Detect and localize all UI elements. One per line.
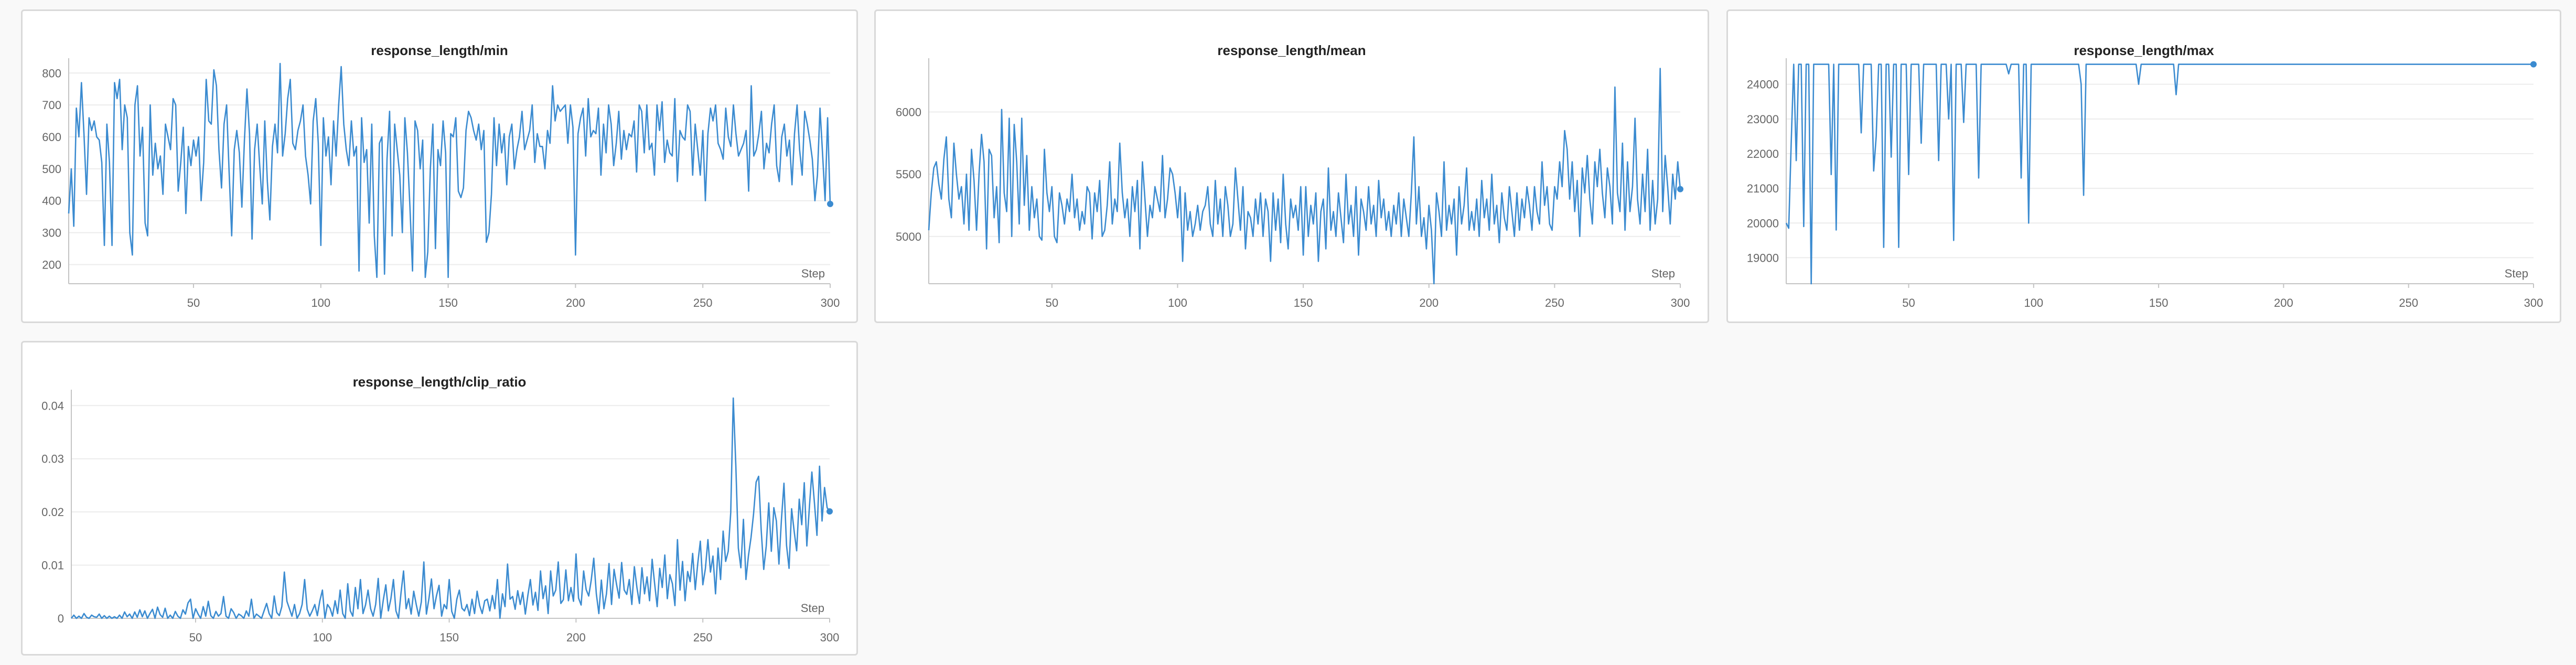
chart-plot-min[interactable]: 200 300 400 500 600 700 800 50 100 150 200 250 300 St… <box>23 11 860 325</box>
x-tick-label: 100 <box>2024 296 2043 309</box>
series-end-point <box>827 508 833 515</box>
x-tick-label: 100 <box>313 631 332 644</box>
chart-title-min: response_length/min <box>371 42 508 58</box>
chart-panel-min: response_length/min 200 300 400 500 600 700 80… <box>21 9 858 323</box>
x-tick-label: 100 <box>1168 296 1187 309</box>
series-line <box>928 68 1681 285</box>
x-tick-label: 200 <box>1419 296 1439 309</box>
x-tick-label: 300 <box>821 296 840 309</box>
chart-plot-max[interactable]: 19000 20000 21000 22000 23000 24000 50 100 150 20… <box>1728 11 2563 325</box>
y-tick-label: 6000 <box>896 106 921 119</box>
y-tick-label: 22000 <box>1747 147 1779 160</box>
x-tick-label: 150 <box>438 296 458 309</box>
y-tick-label: 0.03 <box>41 453 64 466</box>
x-tick-label: 300 <box>1671 296 1690 309</box>
chart-panel-mean: response_length/mean 5000 5500 6000 50 100 15… <box>874 9 1709 323</box>
y-tick-label: 400 <box>42 195 61 208</box>
y-tick-label: 200 <box>42 258 61 271</box>
series-end-point <box>827 200 833 207</box>
y-tick-label: 600 <box>42 131 61 144</box>
y-tick-label: 20000 <box>1747 217 1779 230</box>
y-tick-label: 23000 <box>1747 113 1779 126</box>
x-tick-label: 250 <box>2399 296 2418 309</box>
x-tick-label: 300 <box>2524 296 2543 309</box>
y-tick-label: 300 <box>42 227 61 240</box>
y-tick-label: 0 <box>58 612 64 625</box>
y-tick-label: 700 <box>42 99 61 112</box>
x-tick-label: 50 <box>187 296 200 309</box>
series-line <box>70 397 831 619</box>
y-tick-label: 5500 <box>896 168 921 181</box>
series-line <box>68 62 831 278</box>
series-line <box>1785 63 2534 285</box>
y-tick-label: 19000 <box>1747 251 1779 264</box>
chart-title-max: response_length/max <box>2074 42 2214 58</box>
y-tick-label: 0.02 <box>41 506 64 519</box>
x-tick-label: 150 <box>439 631 459 644</box>
y-tick-label: 800 <box>42 67 61 80</box>
x-tick-label: 50 <box>1046 296 1058 309</box>
x-tick-label: 250 <box>693 296 713 309</box>
y-tick-label: 0.04 <box>41 399 64 412</box>
chart-title-mean: response_length/mean <box>1217 42 1366 58</box>
y-tick-label: 500 <box>42 163 61 176</box>
x-axis-label: Step <box>801 267 825 280</box>
x-axis-label: Step <box>2505 267 2528 280</box>
x-tick-label: 250 <box>1545 296 1564 309</box>
y-tick-label: 0.01 <box>41 559 64 572</box>
chart-plot-clip-ratio[interactable]: 0 0.01 0.02 0.03 0.04 50 100 150 200 250 300 Step <box>23 342 860 657</box>
x-axis-label: Step <box>801 602 824 615</box>
x-tick-label: 250 <box>693 631 713 644</box>
x-tick-label: 50 <box>189 631 202 644</box>
chart-panel-max: response_length/max 19000 20000 21000 22000… <box>1726 9 2561 323</box>
x-tick-label: 200 <box>566 631 586 644</box>
y-tick-label: 5000 <box>896 230 921 243</box>
series-end-point <box>2530 61 2537 68</box>
x-tick-label: 50 <box>1902 296 1915 309</box>
y-tick-label: 24000 <box>1747 78 1779 91</box>
x-tick-label: 200 <box>566 296 585 309</box>
chart-panel-clip-ratio: response_length/clip_ratio 0 0.01 0.02 0.03… <box>21 341 858 656</box>
x-tick-label: 150 <box>2149 296 2169 309</box>
y-tick-label: 21000 <box>1747 182 1779 195</box>
chart-plot-mean[interactable]: 5000 5500 6000 50 100 150 200 250 300 Step <box>876 11 1711 325</box>
x-tick-label: 150 <box>1294 296 1313 309</box>
x-axis-label: Step <box>1651 267 1675 280</box>
x-tick-label: 200 <box>2274 296 2293 309</box>
x-tick-label: 300 <box>820 631 840 644</box>
series-end-point <box>1677 186 1683 192</box>
chart-title-clip-ratio: response_length/clip_ratio <box>352 374 527 390</box>
x-tick-label: 100 <box>311 296 330 309</box>
